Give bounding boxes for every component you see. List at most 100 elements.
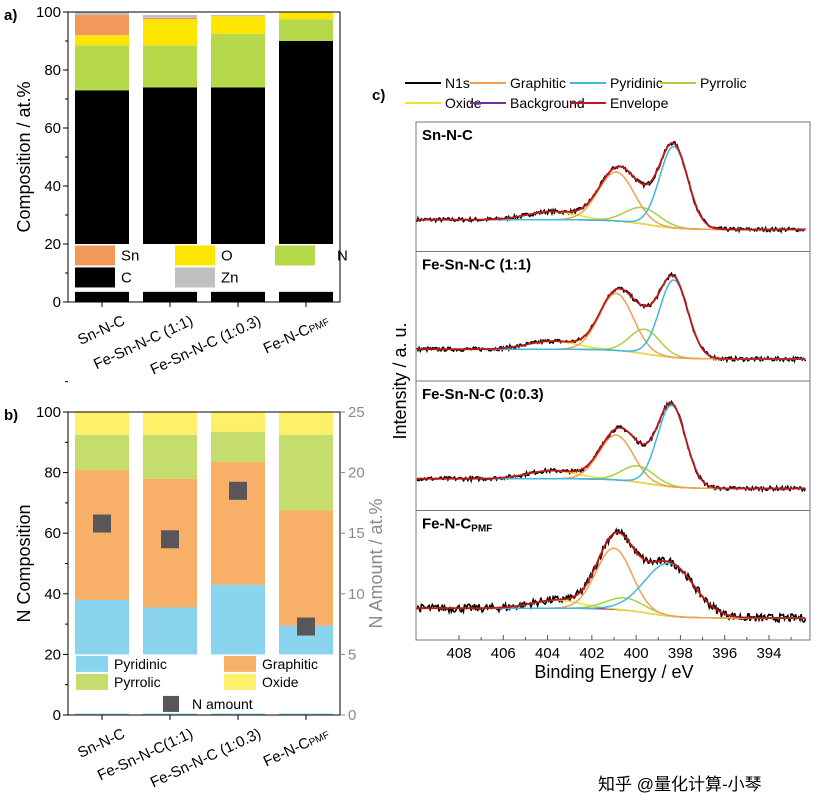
legend-box bbox=[70, 654, 338, 714]
envelope-curve bbox=[416, 531, 806, 619]
subplot-frame bbox=[415, 380, 811, 511]
subplot-subscript: PMF bbox=[471, 524, 492, 535]
y2-tick-label: 5 bbox=[348, 646, 356, 663]
legend-swatch-zn bbox=[175, 267, 215, 288]
bar-zn bbox=[143, 14, 197, 18]
n-amount-marker bbox=[297, 617, 315, 636]
y2-tick-label: 10 bbox=[348, 586, 365, 603]
y-tick-label: 40 bbox=[44, 178, 61, 195]
bar-graphitic bbox=[211, 461, 265, 585]
x-tick-label: 394 bbox=[756, 645, 781, 662]
bar-n bbox=[279, 19, 333, 41]
legend-swatch-pyrrolic bbox=[76, 673, 108, 690]
envelope-curve bbox=[416, 274, 806, 360]
y-tick-label: 60 bbox=[44, 525, 61, 542]
legend-label: Background bbox=[510, 95, 585, 111]
bar-oxide bbox=[75, 412, 129, 435]
bar-sn bbox=[143, 17, 197, 20]
category-subscript: PMF bbox=[307, 317, 331, 336]
subplot-frame bbox=[415, 510, 811, 641]
bar-oxide bbox=[211, 412, 265, 432]
bar-o bbox=[75, 35, 129, 46]
legend-swatch-graphitic bbox=[224, 655, 256, 672]
subplot: Fe-Sn-N-C (0:0.3) bbox=[415, 380, 811, 511]
legend-swatch-sn bbox=[75, 245, 115, 266]
panel-label: c) bbox=[372, 87, 385, 104]
legend-swatch-pyridinic bbox=[76, 655, 108, 672]
legend-label: O bbox=[221, 247, 233, 264]
legend-label: Oxide bbox=[445, 95, 482, 111]
legend-swatch-o bbox=[175, 245, 215, 266]
panel-b: Sn-N-CFe-Sn-N-C(1:1)Fe-Sn-N-C (1:0.3)Fe-… bbox=[4, 381, 386, 791]
legend-label: Pyridinic bbox=[114, 656, 167, 672]
legend-label: N bbox=[337, 247, 348, 264]
bar-pyrrolic bbox=[211, 431, 265, 462]
bar-oxide bbox=[143, 412, 197, 435]
y2-axis-label: N Amount / at.% bbox=[366, 498, 386, 628]
x-tick-label: 406 bbox=[491, 645, 516, 662]
bar-o bbox=[211, 16, 265, 34]
legend-swatch-oxide bbox=[224, 673, 256, 690]
legend-label: Graphitic bbox=[262, 656, 318, 672]
y-axis-label: Intensity / a. u. bbox=[390, 322, 410, 439]
x-tick-label: 402 bbox=[579, 645, 604, 662]
y2-tick-label: 20 bbox=[348, 465, 365, 482]
x-tick-label: 408 bbox=[446, 645, 471, 662]
legend-label: Zn bbox=[221, 269, 239, 286]
bar-pyrrolic bbox=[279, 434, 333, 511]
panel-a: Sn-N-CFe-Sn-N-C (1:1)Fe-Sn-N-C (1:0.3)Fe… bbox=[4, 4, 348, 378]
x-tick-label: 396 bbox=[712, 645, 737, 662]
y-tick-label: 20 bbox=[44, 646, 61, 663]
subplot-label: Fe-Sn-N-C (0:0.3) bbox=[422, 386, 544, 403]
legend-label: C bbox=[121, 269, 132, 286]
legend-swatch-c bbox=[75, 267, 115, 288]
envelope-curve bbox=[416, 402, 806, 490]
legend-label: Pyrrolic bbox=[700, 75, 747, 91]
bar-pyrrolic bbox=[143, 434, 197, 479]
x-tick-label: 400 bbox=[624, 645, 649, 662]
panel-c: c) N1s Graphitic Pyridinic Pyrrolic Oxide Back… bbox=[372, 75, 811, 682]
n-amount-marker bbox=[93, 514, 111, 533]
y-tick-label: 0 bbox=[53, 707, 61, 724]
legend-label: Pyrrolic bbox=[114, 674, 161, 690]
y-tick-label: 100 bbox=[36, 404, 61, 421]
category-label: Fe-N-CPMF bbox=[261, 725, 332, 770]
subplot: Sn-N-C bbox=[415, 121, 811, 252]
bar-o bbox=[279, 12, 333, 20]
y-tick-label: 80 bbox=[44, 62, 61, 79]
bar-o bbox=[143, 19, 197, 46]
x-axis-label: Binding Energy / eV bbox=[534, 662, 693, 682]
subplot: Fe-N-CPMF bbox=[415, 510, 811, 641]
y2-tick-label: 15 bbox=[348, 525, 365, 542]
legend-label: Oxide bbox=[262, 674, 299, 690]
legend-label: Graphitic bbox=[510, 75, 566, 91]
subplot-frame bbox=[415, 121, 811, 252]
bar-pyrrolic bbox=[75, 434, 129, 470]
y-axis-label: N Composition bbox=[14, 504, 34, 622]
panel-label: b) bbox=[4, 407, 18, 424]
watermark: 知乎 @量化计算-小琴 bbox=[598, 775, 762, 794]
y-tick-label: 40 bbox=[44, 586, 61, 603]
subplot-label: Fe-Sn-N-C (1:1) bbox=[422, 257, 531, 274]
bar-sn bbox=[75, 14, 129, 36]
n-amount-marker bbox=[161, 530, 179, 549]
y-tick-label: 80 bbox=[44, 465, 61, 482]
x-tick-label: 398 bbox=[668, 645, 693, 662]
y2-tick-label: 0 bbox=[348, 707, 356, 724]
bar-zn bbox=[75, 12, 129, 15]
category-label: Fe-N-CPMF bbox=[261, 312, 332, 357]
x-tick-label: 404 bbox=[535, 645, 560, 662]
y-tick-label: 100 bbox=[36, 4, 61, 21]
y-tick-label: 0 bbox=[53, 294, 61, 311]
bar-n bbox=[211, 33, 265, 88]
legend-swatch-n bbox=[275, 245, 315, 266]
legend-label: Pyridinic bbox=[610, 75, 663, 91]
subplot-label: Sn-N-C bbox=[422, 127, 473, 144]
legend-label: N1s bbox=[445, 75, 470, 91]
category-subscript: PMF bbox=[307, 730, 331, 749]
y-axis-label: Composition / at.% bbox=[14, 81, 34, 232]
y2-tick-label: 25 bbox=[348, 404, 365, 421]
bar-graphitic bbox=[279, 510, 333, 626]
legend-swatch-n-amount bbox=[163, 695, 179, 712]
